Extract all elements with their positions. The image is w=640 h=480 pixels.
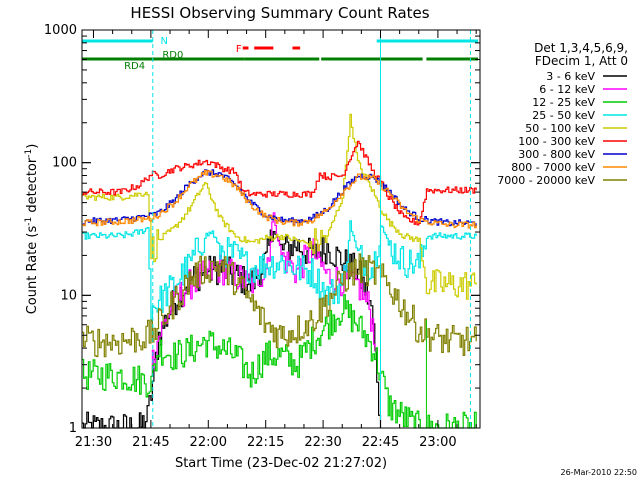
series-line-7000-20000-kev — [82, 253, 477, 358]
x-tick-label: 22:15 — [247, 435, 284, 450]
legend-label-7000-20000-kev: 7000 - 20000 keV — [497, 174, 595, 187]
x-tick-label: 22:00 — [190, 435, 227, 450]
flag-label-rd4: RD4 — [124, 61, 145, 72]
series-line-12-25-kev — [82, 294, 477, 429]
legend-label-25-50-kev: 25 - 50 keV — [532, 109, 595, 122]
flag-label-f: F — [236, 44, 242, 55]
legend-label-800-7000-kev: 800 - 7000 keV — [511, 161, 595, 174]
legend-label-3-6-kev: 3 - 6 keV — [546, 70, 595, 83]
x-tick-label: 21:45 — [132, 435, 169, 450]
legend-header-detectors: Det 1,3,4,5,6,9, — [534, 41, 628, 55]
x-tick-label: 22:45 — [362, 435, 399, 450]
plot-frame — [81, 29, 481, 429]
legend-header-decimation: FDecim 1, Att 0 — [535, 54, 628, 68]
series-layer — [82, 113, 477, 429]
flag-label-rd0: RD0 — [162, 50, 183, 61]
y-axis-label-mid: detector — [25, 157, 40, 217]
flag-layer: N F RD0 RD4 — [82, 36, 479, 72]
legend-label-50-100-kev: 50 - 100 keV — [525, 122, 595, 135]
y-axis-label-sup2: -1 — [24, 149, 34, 158]
y-tick-label: 10 — [60, 288, 77, 303]
x-axis: 21:30 21:45 22:00 22:15 22:30 22:45 23:00 — [75, 30, 477, 450]
flag-label-n: N — [160, 36, 167, 47]
y-axis-label-sup1: -1 — [24, 217, 34, 226]
series-line-25-50-kev — [82, 220, 477, 322]
legend-label-6-12-kev: 6 - 12 keV — [539, 83, 595, 96]
y-axis-label-end: ) — [25, 144, 40, 149]
legend-label-100-300-kev: 100 - 300 keV — [518, 135, 595, 148]
x-axis-label: Start Time (23-Dec-02 21:27:02) — [175, 456, 387, 471]
legend-label-12-25-kev: 12 - 25 keV — [532, 96, 595, 109]
x-tick-label: 23:00 — [419, 435, 456, 450]
vline-layer — [152, 30, 471, 428]
y-axis: 1 10 100 1000 — [44, 23, 480, 436]
x-tick-label: 21:30 — [75, 435, 112, 450]
y-axis-label: Count Rate (s-1 detector-1) — [24, 144, 40, 315]
y-axis-label-main: Count Rate (s — [25, 226, 40, 315]
legend-label-300-800-kev: 300 - 800 keV — [518, 148, 595, 161]
chart-title: HESSI Observing Summary Count Rates — [130, 4, 429, 22]
y-tick-label: 1 — [69, 421, 77, 436]
x-tick-label: 22:30 — [304, 435, 341, 450]
y-tick-label: 1000 — [44, 23, 77, 38]
legend: Det 1,3,4,5,6,9, FDecim 1, Att 0 3 - 6 k… — [497, 41, 628, 187]
timestamp: 26-Mar-2010 22:50 — [561, 468, 638, 477]
series-line-100-300-kev — [82, 140, 477, 226]
y-tick-label: 100 — [52, 156, 77, 171]
series-line-800-7000-kev — [82, 169, 477, 229]
